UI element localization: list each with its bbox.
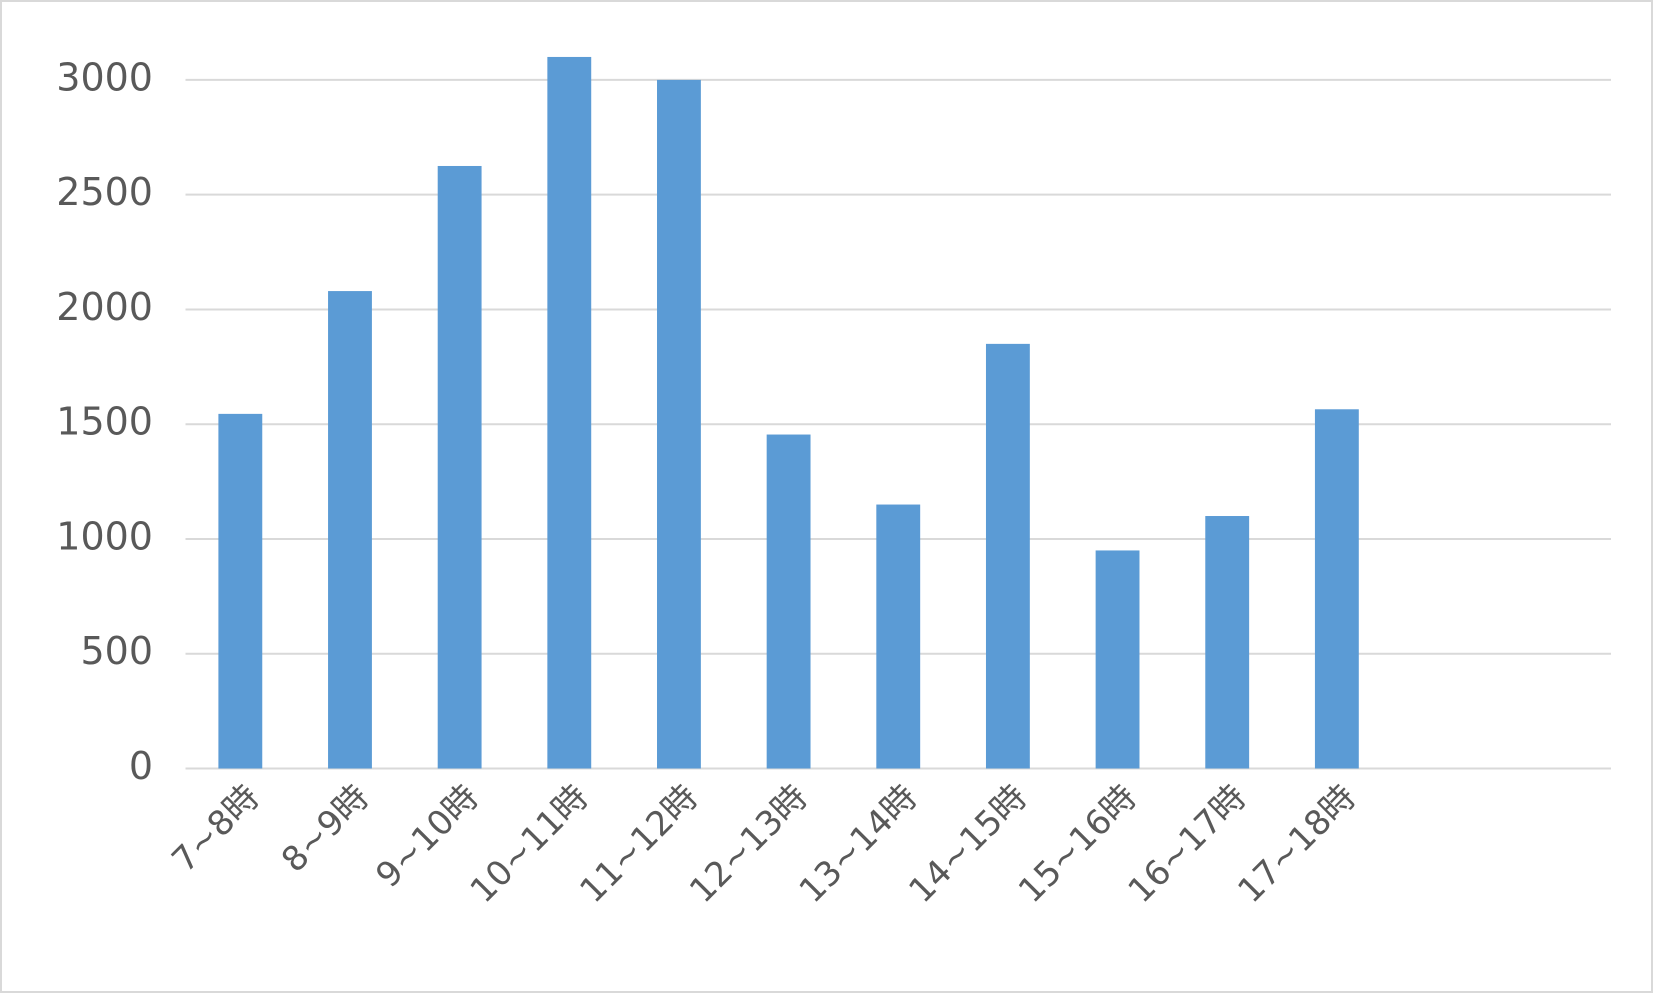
bar xyxy=(657,79,701,769)
bar xyxy=(876,504,921,769)
bar xyxy=(218,413,263,769)
bar xyxy=(1205,516,1250,769)
y-tick-label: 500 xyxy=(80,629,153,673)
bar xyxy=(766,434,811,769)
y-tick-label: 0 xyxy=(129,744,153,788)
bar xyxy=(328,291,372,769)
y-tick-label: 3000 xyxy=(56,55,153,99)
bar xyxy=(1314,409,1359,769)
bar xyxy=(547,56,592,769)
y-tick-label: 2500 xyxy=(56,170,153,214)
y-tick-label: 2000 xyxy=(56,285,153,329)
bar xyxy=(985,343,1030,769)
bar xyxy=(1095,550,1140,769)
y-tick-label: 1000 xyxy=(56,514,153,558)
bar xyxy=(437,165,482,769)
y-tick-label: 1500 xyxy=(56,400,153,444)
